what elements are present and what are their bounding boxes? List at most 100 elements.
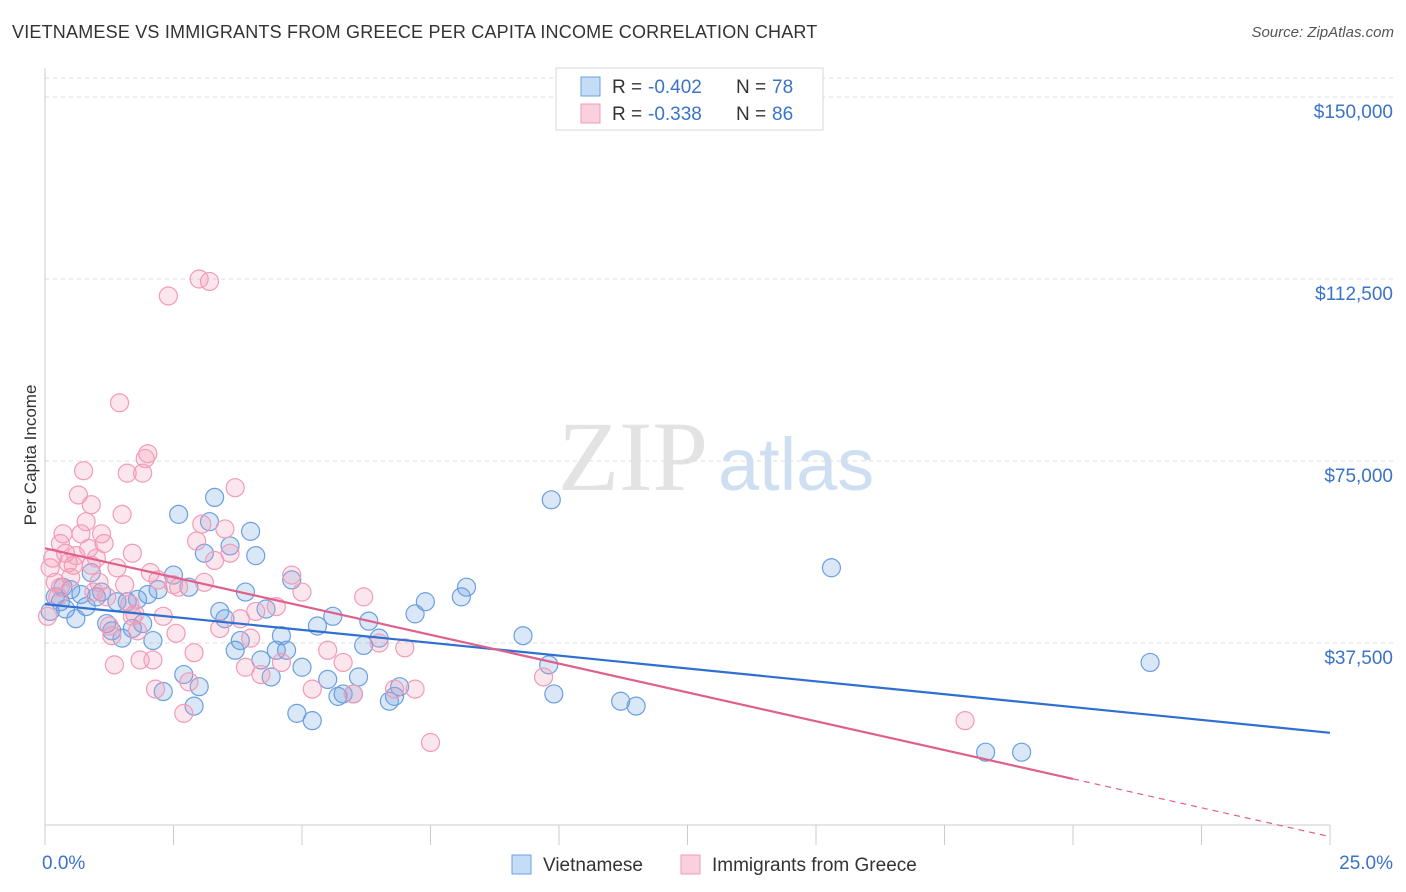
legend-swatch-vietnamese: [580, 76, 601, 97]
legend-r-label-1: R =: [612, 77, 642, 98]
point-greece: [133, 463, 153, 483]
point-vietnamese: [143, 630, 163, 651]
point-greece: [158, 286, 178, 306]
point-greece: [109, 393, 130, 413]
point-greece: [169, 577, 189, 597]
point-greece: [53, 524, 73, 544]
point-vietnamese: [318, 669, 338, 690]
point-vietnamese: [611, 691, 631, 711]
point-greece: [241, 628, 261, 648]
y-tick-label: $37,500: [1324, 648, 1393, 669]
point-greece: [533, 667, 554, 687]
point-vietnamese: [153, 681, 173, 702]
point-greece: [333, 652, 353, 673]
point-greece: [97, 587, 117, 607]
point-greece: [271, 652, 292, 673]
point-vietnamese: [241, 521, 261, 541]
point-vietnamese: [390, 677, 410, 697]
watermark-atlas: atlas: [718, 423, 874, 506]
data-points: [37, 269, 1160, 762]
point-greece: [81, 495, 101, 515]
axes: $37,500 $75,000 $112,500 $150,000 0.0% 25.0%: [42, 68, 1393, 874]
point-vietnamese: [541, 490, 561, 510]
x-tick-label-min: 0.0%: [42, 853, 85, 874]
point-greece: [187, 531, 207, 551]
point-vietnamese: [225, 640, 245, 660]
point-vietnamese: [169, 504, 189, 524]
chart-source: Source: ZipAtlas.com: [1251, 24, 1394, 41]
point-vietnamese: [302, 711, 322, 731]
legend-n-value-2: 86: [772, 104, 793, 125]
legend-n-label-2: N =: [736, 104, 766, 125]
point-greece: [955, 711, 975, 731]
point-vietnamese: [328, 686, 348, 706]
bottom-legend-label-greece: Immigrants from Greece: [712, 855, 917, 876]
point-vietnamese: [251, 650, 271, 670]
point-vietnamese: [246, 546, 266, 566]
point-greece: [107, 558, 127, 578]
point-greece: [251, 664, 271, 685]
point-vietnamese: [184, 696, 204, 716]
point-greece: [102, 626, 122, 646]
point-greece: [220, 543, 240, 563]
legend-r-label-2: R =: [612, 104, 642, 125]
point-vietnamese: [821, 558, 842, 578]
point-greece: [395, 638, 415, 658]
x-tick-label-max: 25.0%: [1339, 853, 1393, 874]
point-greece: [127, 621, 148, 641]
legend-n-label-1: N =: [736, 77, 766, 98]
point-greece: [112, 504, 132, 524]
point-vietnamese: [456, 577, 477, 597]
legend-swatch-greece: [580, 103, 601, 124]
y-tick-label: $150,000: [1314, 102, 1393, 123]
point-vietnamese: [138, 584, 158, 605]
point-vietnamese: [626, 696, 646, 716]
y-tick-label: $112,500: [1315, 284, 1393, 305]
point-vietnamese: [1011, 742, 1032, 762]
point-vietnamese: [189, 677, 209, 697]
point-vietnamese: [348, 667, 369, 687]
point-greece: [235, 657, 256, 677]
point-vietnamese: [451, 587, 471, 607]
trend-line-vietnamese: [44, 603, 1331, 734]
point-greece: [73, 461, 94, 481]
point-vietnamese: [976, 742, 996, 762]
point-greece: [50, 577, 71, 597]
point-greece: [115, 575, 135, 595]
point-greece: [192, 514, 212, 534]
point-greece: [174, 703, 194, 723]
point-greece: [343, 684, 363, 704]
y-axis-label: Per Capita Income: [21, 385, 40, 526]
point-greece: [420, 732, 441, 753]
trend-lines: [44, 547, 1331, 838]
watermark-zip: ZIP: [558, 401, 708, 512]
point-vietnamese: [266, 640, 286, 660]
point-greece: [199, 271, 220, 292]
point-greece: [166, 623, 186, 643]
point-greece: [122, 606, 142, 626]
point-greece: [84, 582, 104, 602]
point-vietnamese: [81, 563, 101, 583]
point-greece: [138, 444, 158, 464]
point-greece: [61, 567, 81, 588]
legend-r-value-2: -0.338: [648, 104, 702, 125]
legend-n-value-1: 78: [772, 77, 793, 98]
legend-box: R = -0.402 N = 78 R = -0.338 N = 86: [555, 67, 824, 131]
bottom-legend-swatch-greece: [680, 854, 701, 875]
bottom-legend-swatch-vietnamese: [511, 854, 532, 875]
point-greece: [292, 582, 312, 602]
point-vietnamese: [513, 626, 533, 646]
point-vietnamese: [292, 657, 312, 677]
point-greece: [104, 655, 124, 675]
point-vietnamese: [199, 512, 220, 532]
point-vietnamese: [205, 487, 225, 507]
point-vietnamese: [276, 640, 297, 660]
point-greece: [117, 463, 137, 483]
point-greece: [179, 672, 199, 692]
point-greece: [163, 575, 184, 595]
point-greece: [122, 543, 142, 563]
point-vietnamese: [544, 684, 564, 704]
y-tick-label: $75,000: [1324, 466, 1393, 487]
point-greece: [94, 533, 114, 554]
point-vietnamese: [333, 684, 353, 704]
